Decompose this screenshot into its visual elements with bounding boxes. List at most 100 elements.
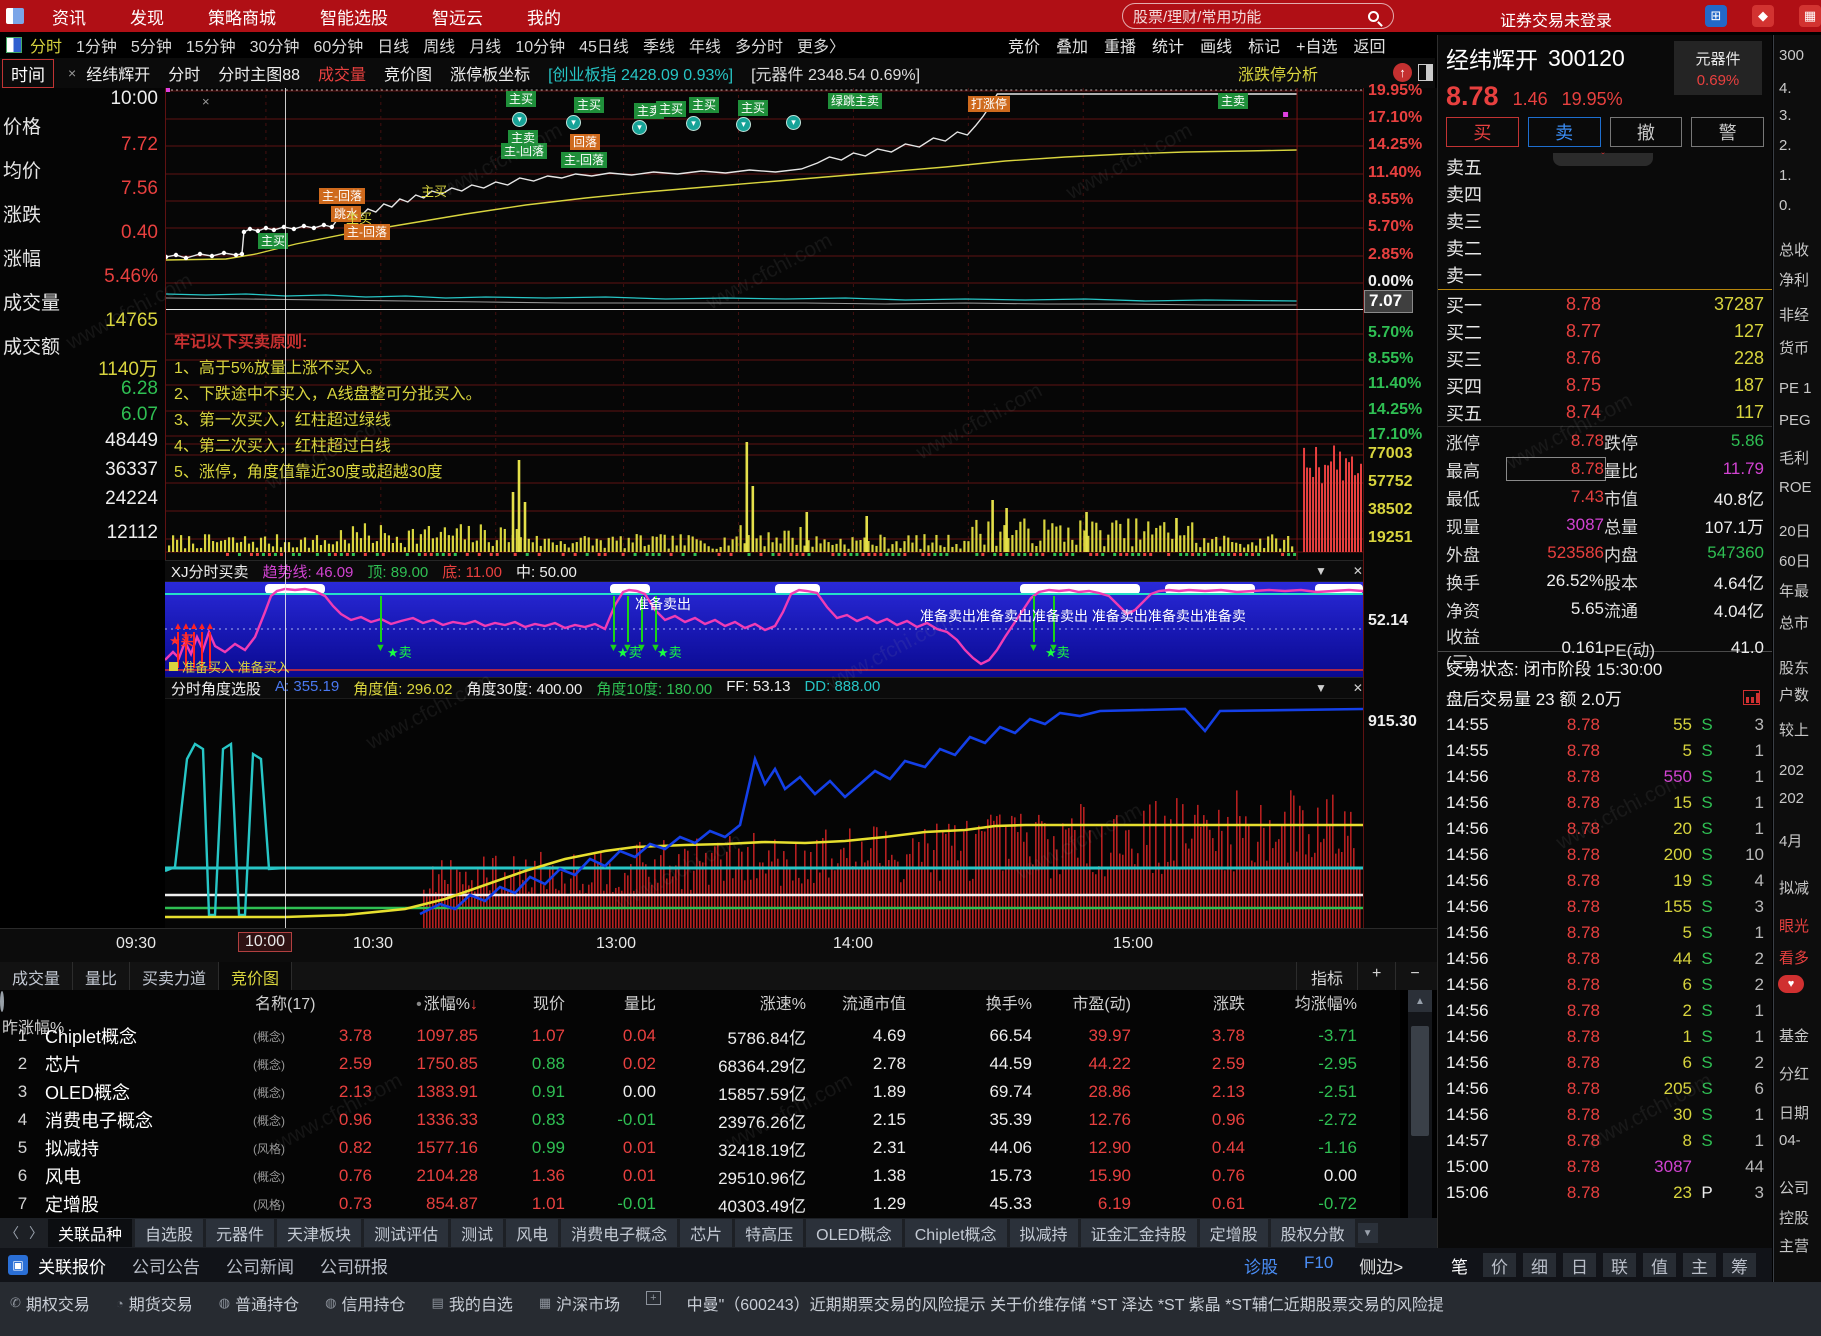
related-tab[interactable]: 特高压: [735, 1219, 804, 1247]
table-header-cell[interactable]: • 涨幅%↓: [416, 996, 478, 1013]
period-tab[interactable]: 1分钟: [76, 39, 117, 56]
xj-indicator-header[interactable]: XJ分时买卖 趋势线: 46.09 顶: 89.00 底: 11.00 中: 50.0…: [165, 560, 1363, 582]
table-header-cell[interactable]: [317, 993, 372, 1011]
chart-mode-icon[interactable]: [6, 37, 22, 53]
sell-level-row[interactable]: 卖四: [1446, 184, 1482, 205]
publish-icon[interactable]: ↑: [1393, 63, 1412, 82]
topbar-app-icon[interactable]: ⊞: [1705, 5, 1727, 27]
table-header-cell[interactable]: 昨涨幅%: [2, 1020, 65, 1037]
related-tab[interactable]: 测试评估: [364, 1219, 449, 1247]
scroll-up-icon[interactable]: ▲: [1408, 990, 1432, 1012]
topbar-app-icon[interactable]: ▦: [1799, 5, 1821, 27]
related-tab[interactable]: 测试: [451, 1219, 504, 1247]
indicator-label[interactable]: 指标: [1296, 962, 1357, 992]
limit-analysis-link[interactable]: 涨跌停分析: [1238, 67, 1319, 84]
company-tab[interactable]: 公司新闻: [226, 1257, 294, 1277]
period-tab[interactable]: 周线: [423, 39, 456, 56]
status-bar-item[interactable]: ✆ 期权交易: [10, 1295, 90, 1314]
period-tab[interactable]: 30分钟: [249, 39, 300, 56]
period-tab[interactable]: 45日线: [579, 39, 629, 56]
trade-button[interactable]: 买: [1446, 117, 1519, 147]
indicator-tab[interactable]: 买卖力道: [130, 962, 220, 990]
indicator-tab[interactable]: 竞价图: [219, 962, 293, 990]
panel-view-button[interactable]: 笔: [1451, 1257, 1468, 1277]
sell-level-row[interactable]: 卖一: [1446, 265, 1482, 286]
panel-view-button[interactable]: 主: [1683, 1253, 1716, 1277]
table-header-cell[interactable]: 流通市值: [841, 996, 906, 1013]
status-bar-item[interactable]: ▤ 我的自选: [431, 1295, 513, 1314]
intraday-chart[interactable]: × 主-回落 跳水 主-回落 主买 主买 主买 主-回落 主-回落 主买 主卖 主买 回落 主卖 主买 主买…: [165, 88, 1363, 560]
tabs-dropdown-icon[interactable]: ▼: [1357, 1223, 1378, 1243]
sell-level-row[interactable]: 卖二: [1446, 238, 1482, 259]
quick-link[interactable]: F10: [1304, 1252, 1334, 1272]
status-bar-item[interactable]: ◍ 信用持仓: [325, 1295, 406, 1314]
period-tab[interactable]: 季线: [642, 39, 675, 56]
indicator-tab[interactable]: 量比: [73, 962, 131, 990]
panel-view-button[interactable]: 筹: [1723, 1253, 1756, 1277]
sell-level-row[interactable]: 卖五: [1446, 157, 1482, 178]
overlay-close-icon[interactable]: ×: [202, 94, 210, 109]
related-tab[interactable]: OLED概念: [806, 1219, 902, 1247]
panel-view-button[interactable]: 联: [1603, 1253, 1636, 1277]
collapse-icon[interactable]: ▼: [1315, 681, 1327, 695]
trade-button[interactable]: 警: [1691, 117, 1764, 147]
buy-level-row[interactable]: 买五 8.74 117: [1446, 402, 1764, 424]
menu-item[interactable]: 策略商城: [208, 8, 276, 28]
gear-icon[interactable]: [0, 991, 4, 1012]
chart-tool-button[interactable]: 竞价: [1008, 39, 1041, 56]
company-tab[interactable]: 公司研报: [320, 1257, 388, 1277]
period-tab[interactable]: 月线: [469, 39, 502, 56]
table-header-cell[interactable]: 涨跌: [1212, 996, 1245, 1013]
chart-tool-button[interactable]: 画线: [1200, 39, 1233, 56]
trade-button[interactable]: 卖: [1527, 117, 1601, 147]
quote-grid-icon[interactable]: ▣: [8, 1255, 28, 1275]
period-tab[interactable]: 10分钟: [515, 39, 566, 56]
company-tab[interactable]: 关联报价: [38, 1257, 106, 1277]
table-row[interactable]: 1 Chiplet概念 (概念) 3.78 1097.85 1.07 0.04 5786.84…: [0, 1022, 1400, 1050]
period-tab[interactable]: 60分钟: [313, 39, 364, 56]
table-header-cell[interactable]: 均涨幅%: [1294, 996, 1357, 1013]
menu-item[interactable]: 资讯: [52, 8, 86, 28]
xj-indicator-panel[interactable]: ▼ ▼ ▼ ▼ ▼ ▼ ▼ ▲ ▲ ▲ ▲ ▲ ★卖 ★卖 ★卖 ★卖 ★买 准备卖出 准备卖出准备卖出准…: [165, 582, 1363, 677]
login-status[interactable]: 证券交易未登录: [1500, 13, 1613, 30]
angle-indicator-panel[interactable]: [165, 699, 1363, 928]
chart-tool-button[interactable]: 叠加: [1056, 39, 1089, 56]
table-row[interactable]: 6 风电 (概念) 0.76 2104.28 1.36 0.01 29510.96亿 1.38 1…: [0, 1162, 1400, 1190]
panel-view-button[interactable]: 价: [1483, 1253, 1516, 1277]
period-tab[interactable]: 15分钟: [185, 39, 236, 56]
chart-tool-button[interactable]: +自选: [1296, 39, 1338, 56]
buy-level-row[interactable]: 买三 8.76 228: [1446, 348, 1764, 370]
quick-link[interactable]: 诊股: [1244, 1257, 1278, 1277]
related-tab[interactable]: 定增股: [1199, 1219, 1268, 1247]
layout-icon[interactable]: [1418, 64, 1433, 81]
table-header-cell[interactable]: 现价: [532, 996, 565, 1013]
tabs-scroll-right-icon[interactable]: 〉: [29, 1225, 43, 1241]
table-row[interactable]: 4 消费电子概念 (概念) 0.96 1336.33 0.83 -0.01 23976.26亿…: [0, 1106, 1400, 1134]
remove-indicator-button[interactable]: −: [1395, 962, 1433, 992]
chart-tool-button[interactable]: 标记: [1248, 39, 1281, 56]
close-icon[interactable]: ×: [68, 65, 77, 81]
quick-link[interactable]: 侧边>: [1359, 1257, 1404, 1277]
table-header-cell[interactable]: 市盈(动): [1072, 996, 1131, 1013]
add-panel-icon[interactable]: +: [646, 1291, 661, 1305]
period-tab[interactable]: 5分钟: [130, 39, 172, 56]
related-tab[interactable]: 证金汇金持股: [1080, 1219, 1197, 1247]
sell-level-row[interactable]: 卖三: [1446, 211, 1482, 232]
period-tab[interactable]: 多分时: [734, 39, 783, 56]
collapse-icon[interactable]: ▼: [1315, 564, 1327, 578]
table-header-cell[interactable]: 名称(17): [255, 996, 316, 1013]
collapse-pill-icon[interactable]: ˇ: [1553, 153, 1653, 166]
bar-chart-icon[interactable]: [1743, 689, 1760, 705]
company-tab[interactable]: 公司公告: [132, 1257, 200, 1277]
add-indicator-button[interactable]: +: [1357, 962, 1395, 992]
trade-button[interactable]: 撤: [1609, 117, 1683, 147]
related-tab[interactable]: 天津板块: [277, 1219, 362, 1247]
related-tab[interactable]: 芯片: [680, 1219, 733, 1247]
table-row[interactable]: 5 拟减持 (风格) 0.82 1577.16 0.99 0.01 32418.19亿 2.31…: [0, 1134, 1400, 1162]
period-tab[interactable]: 日线: [377, 39, 410, 56]
buy-level-row[interactable]: 买四 8.75 187: [1446, 375, 1764, 397]
menu-item[interactable]: 智能选股: [320, 8, 388, 28]
table-scrollbar[interactable]: ▲: [1408, 990, 1432, 1218]
buy-level-row[interactable]: 买一 8.78 37287: [1446, 294, 1764, 316]
related-tab[interactable]: 风电: [506, 1219, 559, 1247]
